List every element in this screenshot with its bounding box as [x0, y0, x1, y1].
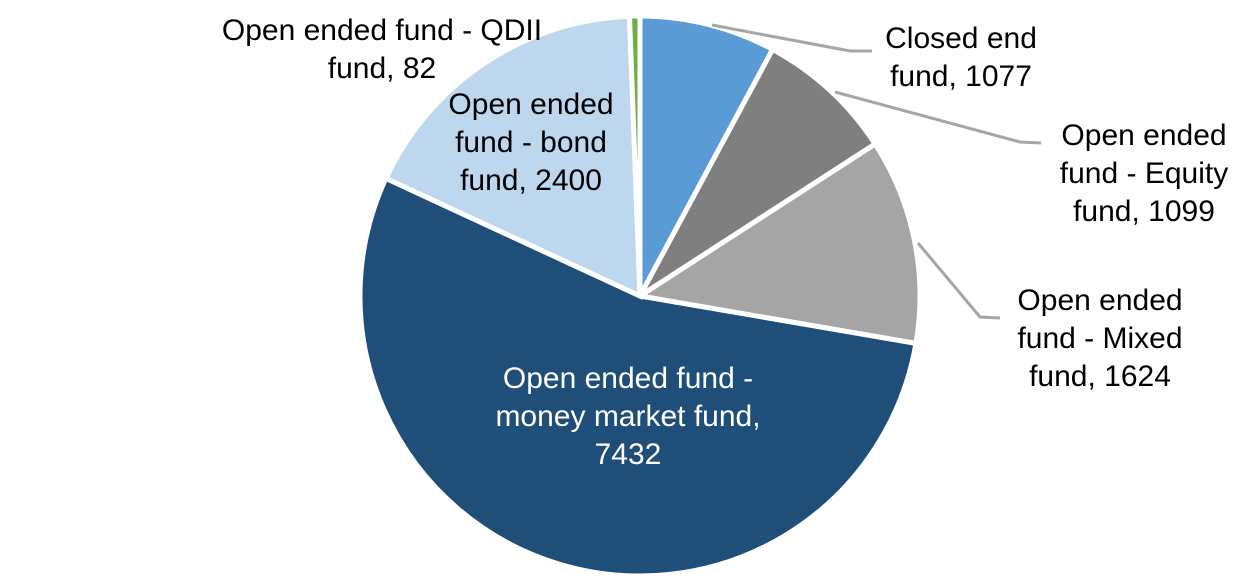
data-label-closed-end-fund: Closed end fund, 1077 — [885, 22, 1037, 93]
pie-slice-equity — [637, 46, 879, 299]
data-label-mixed-fund: Open ended fund - Mixed fund, 1624 — [1017, 284, 1183, 393]
pie-slice-bond — [382, 13, 643, 300]
data-label-equity-fund: Open ended fund - Equity fund, 1099 — [1059, 119, 1229, 228]
data-label-money-market-fund: Open ended fund - money market fund, 743… — [495, 362, 761, 471]
leader-line-closed_end — [711, 23, 872, 53]
leader-line-mixed — [916, 242, 1001, 320]
data-label-qdii-fund: Open ended fund - QDII fund, 82 — [221, 14, 543, 85]
pie-slice-mixed — [633, 140, 923, 347]
pie-slice-money_market — [357, 175, 919, 579]
pie-slice-closed_end — [637, 13, 777, 298]
data-label-bond-fund: Open ended fund - bond fund, 2400 — [448, 88, 614, 197]
leader-line-equity — [834, 90, 1042, 145]
pie-slice-qdii — [626, 13, 643, 297]
